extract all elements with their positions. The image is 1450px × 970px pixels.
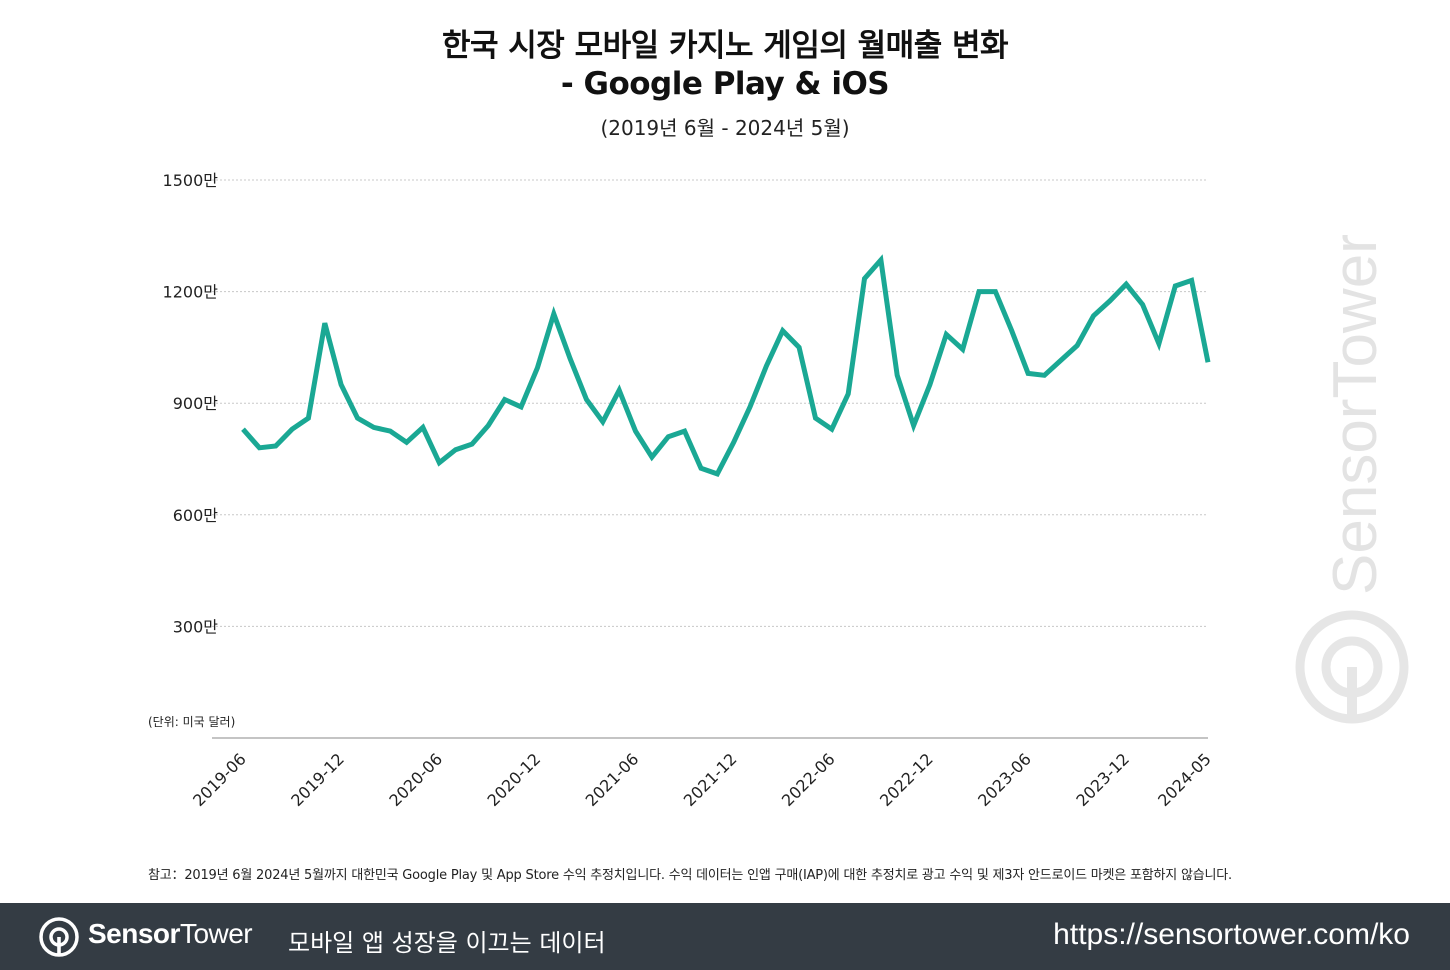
footer-bar: SensorTower 모바일 앱 성장을 이끄는 데이터 https://se… xyxy=(0,903,1450,970)
sensortower-logo-icon xyxy=(39,917,79,957)
x-tick-label: 2020-12 xyxy=(484,749,545,810)
footer-brand: SensorTower xyxy=(88,918,253,950)
y-tick-label: 1500만 xyxy=(163,171,219,190)
footer-url[interactable]: https://sensortower.com/ko xyxy=(1053,918,1410,951)
chart-title: 한국 시장 모바일 카지노 게임의 월매출 변화 xyxy=(441,28,1009,64)
chart-title-line2: - Google Play & iOS xyxy=(560,66,890,102)
unit-label: (단위: 미국 달러) xyxy=(148,715,236,729)
footer-brand-tower: Tower xyxy=(179,918,253,949)
x-tick-label: 2020-06 xyxy=(385,749,446,810)
x-tick-label: 2019-06 xyxy=(189,749,250,810)
x-tick-label: 2023-06 xyxy=(974,749,1035,810)
sensortower-watermark: SensorTower xyxy=(1295,235,1409,724)
x-tick-label: 2023-12 xyxy=(1072,749,1133,810)
y-tick-label: 900만 xyxy=(173,394,219,413)
x-tick-label: 2024-05 xyxy=(1154,749,1215,810)
x-tick-label: 2019-12 xyxy=(287,749,348,810)
x-tick-label: 2021-06 xyxy=(582,749,643,810)
watermark-logo-icon xyxy=(1295,610,1409,724)
y-tick-label: 600만 xyxy=(173,506,219,525)
line-chart: 300만 600만 900만 1200만 1500만 2019-06 2019-12 2020… xyxy=(163,171,1215,810)
watermark-text: SensorTower xyxy=(1321,235,1390,595)
x-tick-label: 2021-12 xyxy=(680,749,741,810)
footnote: 참고：2019년 6월 2024년 5월까지 대한민국 Google Play … xyxy=(148,868,1232,883)
x-tick-label: 2022-06 xyxy=(778,749,839,810)
x-tick-label: 2022-12 xyxy=(876,749,937,810)
footer-tagline: 모바일 앱 성장을 이끄는 데이터 xyxy=(288,929,606,957)
y-tick-label: 300만 xyxy=(173,617,219,636)
footer-brand-sensor: Sensor xyxy=(88,918,180,949)
y-tick-label: 1200만 xyxy=(163,283,219,302)
chart-subtitle: (2019년 6월 - 2024년 5월) xyxy=(600,116,850,140)
series-line xyxy=(241,254,1211,477)
